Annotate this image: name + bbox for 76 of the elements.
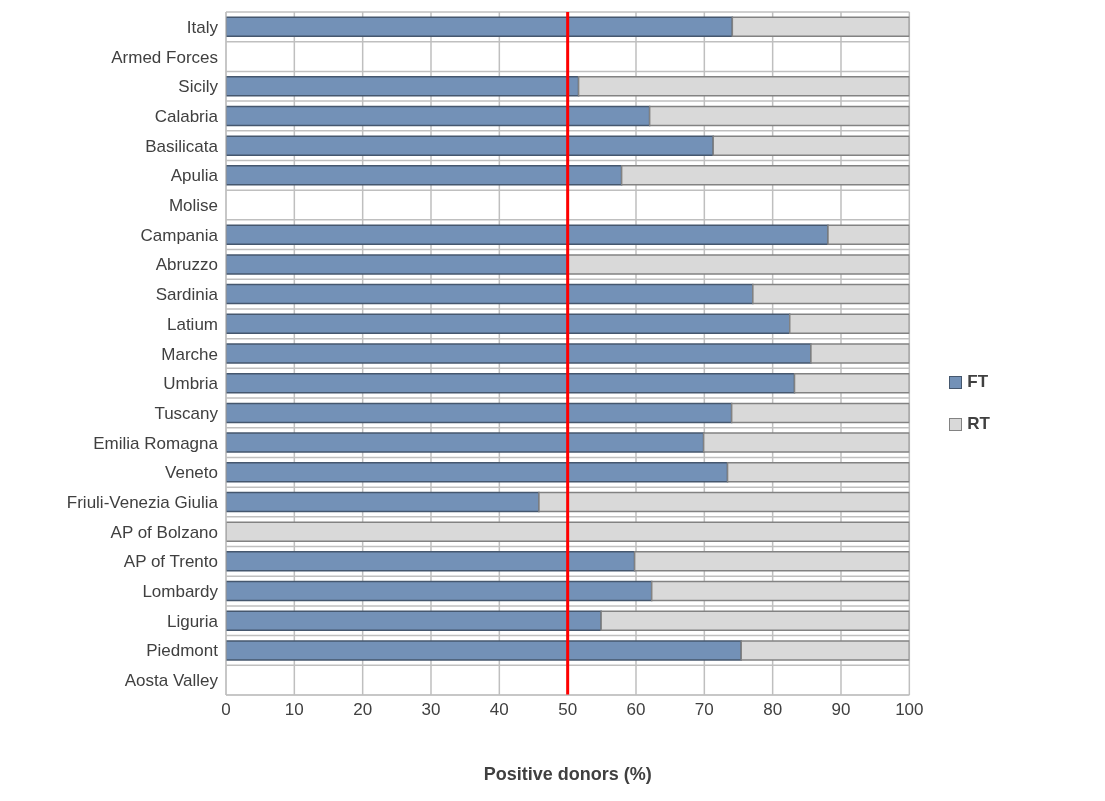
x-tick-label: 90 bbox=[831, 700, 851, 720]
bar bbox=[600, 610, 910, 632]
legend-label: FT bbox=[967, 372, 989, 392]
y-tick-label: Emilia Romagna bbox=[93, 433, 219, 453]
x-axis-title: Positive donors (%) bbox=[483, 764, 652, 784]
bar bbox=[810, 343, 910, 364]
y-tick-label: Calabria bbox=[154, 106, 219, 126]
y-tick-label: Tuscany bbox=[154, 403, 219, 423]
x-tick-label: 0 bbox=[221, 700, 231, 720]
bar bbox=[226, 135, 714, 156]
x-tick-label: 30 bbox=[421, 700, 441, 720]
bar bbox=[648, 105, 910, 127]
bar bbox=[226, 165, 623, 186]
bar bbox=[702, 432, 910, 453]
bar bbox=[731, 16, 910, 38]
bar bbox=[226, 521, 910, 542]
y-tick-label: Apulia bbox=[170, 166, 219, 186]
x-tick-label: 60 bbox=[626, 700, 646, 720]
bar bbox=[226, 16, 734, 38]
x-tick-label: 10 bbox=[284, 700, 304, 720]
bar bbox=[633, 551, 910, 572]
bar bbox=[226, 491, 540, 513]
bar bbox=[226, 224, 829, 245]
bar bbox=[538, 491, 910, 513]
bar bbox=[226, 640, 742, 661]
x-tick-label: 40 bbox=[489, 700, 509, 720]
y-tick-label: Sicily bbox=[178, 77, 219, 97]
bar bbox=[577, 75, 910, 97]
bar bbox=[712, 135, 910, 156]
y-tick-label: Veneto bbox=[165, 463, 218, 483]
y-tick-label: AP of Bolzano bbox=[110, 522, 218, 542]
y-tick-label: Sardinia bbox=[155, 285, 219, 305]
bar bbox=[726, 462, 910, 483]
bar bbox=[226, 580, 653, 602]
bar bbox=[793, 372, 910, 394]
bar bbox=[226, 343, 812, 364]
bar bbox=[226, 105, 651, 127]
bar bbox=[226, 372, 796, 394]
y-tick-label: Lombardy bbox=[142, 582, 219, 602]
y-tick-label: Italy bbox=[186, 17, 219, 37]
y-tick-label: Molise bbox=[168, 196, 218, 216]
bar bbox=[740, 640, 910, 661]
x-tick-label: 20 bbox=[353, 700, 373, 720]
y-tick-label: Aosta Valley bbox=[124, 671, 219, 691]
bar bbox=[226, 313, 791, 335]
bar bbox=[226, 432, 705, 453]
x-tick-label: 50 bbox=[558, 700, 578, 720]
x-tick-label: 100 bbox=[895, 700, 924, 720]
bar bbox=[566, 254, 910, 275]
y-tick-label: Friuli-Venezia Giulia bbox=[66, 493, 219, 513]
y-tick-label: Marche bbox=[161, 344, 218, 364]
bar bbox=[827, 224, 910, 245]
x-tick-label: 70 bbox=[694, 700, 714, 720]
bar bbox=[226, 551, 636, 572]
y-tick-label: Abruzzo bbox=[155, 255, 218, 275]
bar bbox=[226, 610, 602, 632]
y-tick-label: Campania bbox=[140, 225, 219, 245]
legend-label: RT bbox=[967, 414, 990, 434]
bar bbox=[226, 75, 580, 97]
y-tick-label: Umbria bbox=[163, 374, 219, 394]
y-tick-label: Basilicata bbox=[145, 136, 219, 156]
y-tick-label: Armed Forces bbox=[111, 47, 218, 67]
bar bbox=[730, 402, 910, 424]
bar bbox=[620, 165, 910, 186]
bar bbox=[226, 462, 729, 483]
bar bbox=[789, 313, 910, 335]
bar bbox=[226, 402, 733, 424]
bar bbox=[650, 580, 910, 602]
bar bbox=[752, 283, 910, 305]
y-tick-label: AP of Trento bbox=[123, 552, 218, 572]
y-tick-label: Latium bbox=[166, 314, 218, 334]
bar bbox=[226, 254, 569, 275]
x-tick-label: 80 bbox=[763, 700, 783, 720]
y-tick-label: Liguria bbox=[166, 611, 219, 631]
y-tick-label: Piedmont bbox=[146, 641, 219, 661]
bar bbox=[226, 283, 754, 305]
